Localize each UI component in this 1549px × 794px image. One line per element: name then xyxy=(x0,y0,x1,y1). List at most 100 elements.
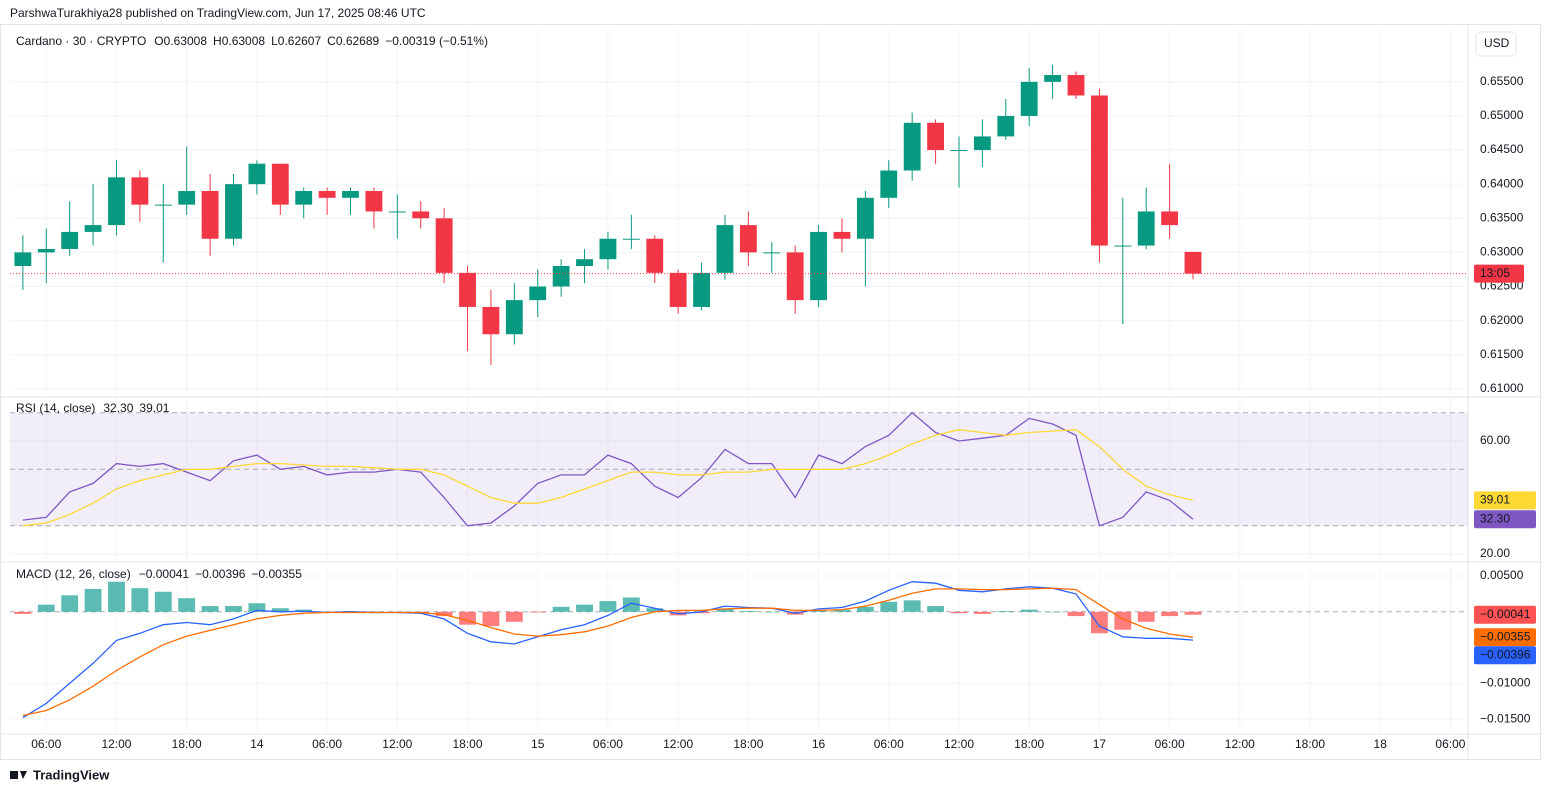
legend-key: O xyxy=(154,34,163,48)
legend-value: 0.62607 xyxy=(278,34,322,48)
histogram-bar xyxy=(1044,611,1062,613)
candle-body xyxy=(856,197,874,239)
legend-value: 32.30 xyxy=(103,401,133,415)
candle-body xyxy=(552,266,570,287)
candle-body xyxy=(365,190,383,212)
x-tick-label: 06:00 xyxy=(593,737,623,751)
value-tag-label: −0.00041 xyxy=(1480,607,1531,621)
series-line xyxy=(22,587,1194,717)
candle-body xyxy=(646,238,664,273)
x-tick-label: 06:00 xyxy=(1155,737,1185,751)
candle-body xyxy=(529,286,547,301)
candle-body xyxy=(14,252,32,267)
x-tick-label: 06:00 xyxy=(312,737,342,751)
candle-body xyxy=(739,225,757,253)
histogram-bar xyxy=(763,611,781,613)
value-tag xyxy=(1474,605,1536,624)
histogram-bar xyxy=(482,611,500,627)
x-tick-label: 17 xyxy=(1093,737,1107,751)
candle-body xyxy=(973,136,991,151)
countdown: 13:05 xyxy=(1480,266,1510,280)
x-tick-label: 18:00 xyxy=(1295,737,1325,751)
value-tag xyxy=(1474,628,1536,647)
candle-body xyxy=(295,190,313,205)
histogram-bar xyxy=(178,598,196,612)
histogram-bar xyxy=(154,591,172,612)
histogram-bar xyxy=(880,601,898,612)
histogram-bar xyxy=(856,606,874,612)
candle-body xyxy=(271,163,289,205)
legend-value: 0.63008 xyxy=(222,34,266,48)
y-tick-label: 0.64500 xyxy=(1480,142,1524,156)
candle-body xyxy=(154,204,172,206)
byline: ParshwaTurakhiya28 published on TradingV… xyxy=(10,6,426,20)
series-line xyxy=(22,411,1194,527)
candle-body xyxy=(1090,95,1108,246)
value-tag-label: 32.30 xyxy=(1480,511,1510,525)
candle-body xyxy=(880,170,898,198)
histogram-bar xyxy=(997,611,1015,612)
x-tick-label: 06:00 xyxy=(1435,737,1465,751)
histogram-bar xyxy=(505,611,523,622)
candle-body xyxy=(482,306,500,335)
y-tick-label: 0.65000 xyxy=(1480,108,1524,122)
legend-value: 0.63008 xyxy=(164,34,208,48)
y-tick-label: −0.01000 xyxy=(1480,676,1531,690)
histogram-bar xyxy=(599,601,617,612)
x-tick-label: 18 xyxy=(1374,737,1388,751)
histogram-bar xyxy=(1184,611,1202,615)
currency[interactable]: USD xyxy=(1484,36,1510,50)
candle-body xyxy=(1184,251,1202,274)
candle-body xyxy=(693,272,710,307)
candle-body xyxy=(927,122,945,151)
x-tick-label: 18:00 xyxy=(453,737,483,751)
histogram-bar xyxy=(903,600,921,612)
histogram-bar xyxy=(646,608,664,612)
frame xyxy=(0,24,1541,760)
candle-body xyxy=(716,225,734,273)
histogram-bar xyxy=(271,608,289,612)
histogram-bar xyxy=(248,603,266,612)
candle-body xyxy=(84,225,102,232)
candle-body xyxy=(576,259,593,267)
candle-body xyxy=(786,252,804,301)
y-tick-label: 0.63000 xyxy=(1480,245,1524,259)
histogram-bar xyxy=(833,609,851,612)
x-tick-label: 06:00 xyxy=(31,737,61,751)
candle-body xyxy=(108,177,125,226)
histogram-bar xyxy=(37,604,55,612)
candle-body xyxy=(903,122,921,171)
histogram-bar xyxy=(108,581,125,612)
y-tick-label: 60.00 xyxy=(1480,433,1510,447)
legend-key: L xyxy=(271,34,278,48)
histogram-bar xyxy=(201,606,219,612)
candle-body xyxy=(599,238,617,260)
x-tick-label: 14 xyxy=(250,737,264,751)
x-tick-label: 12:00 xyxy=(382,737,412,751)
candle-body xyxy=(1137,211,1155,246)
brand-logo xyxy=(10,771,27,779)
candle-body xyxy=(459,272,476,307)
candle-body xyxy=(997,115,1015,137)
currency-button[interactable] xyxy=(1475,31,1517,57)
candle-body xyxy=(225,184,242,239)
candle-body xyxy=(342,190,359,198)
chart-title: Cardano · 30 · CRYPTO xyxy=(16,34,146,48)
legend-key: H xyxy=(213,34,222,48)
candle-body xyxy=(131,177,149,205)
candle-body xyxy=(201,190,219,239)
candle-body xyxy=(505,300,523,335)
histogram-bar xyxy=(739,611,757,612)
candle-body xyxy=(810,231,827,301)
candle-body xyxy=(388,211,406,213)
histogram-bar xyxy=(1137,611,1155,622)
candle-body xyxy=(763,252,781,254)
x-tick-label: 16 xyxy=(812,737,826,751)
legend-value: 39.01 xyxy=(139,401,169,415)
value-tag xyxy=(1474,510,1536,529)
histogram-bar xyxy=(927,606,945,612)
pane-title: MACD (12, 26, close) xyxy=(16,567,131,581)
candle-body xyxy=(435,218,453,273)
y-tick-label: 20.00 xyxy=(1480,546,1510,560)
